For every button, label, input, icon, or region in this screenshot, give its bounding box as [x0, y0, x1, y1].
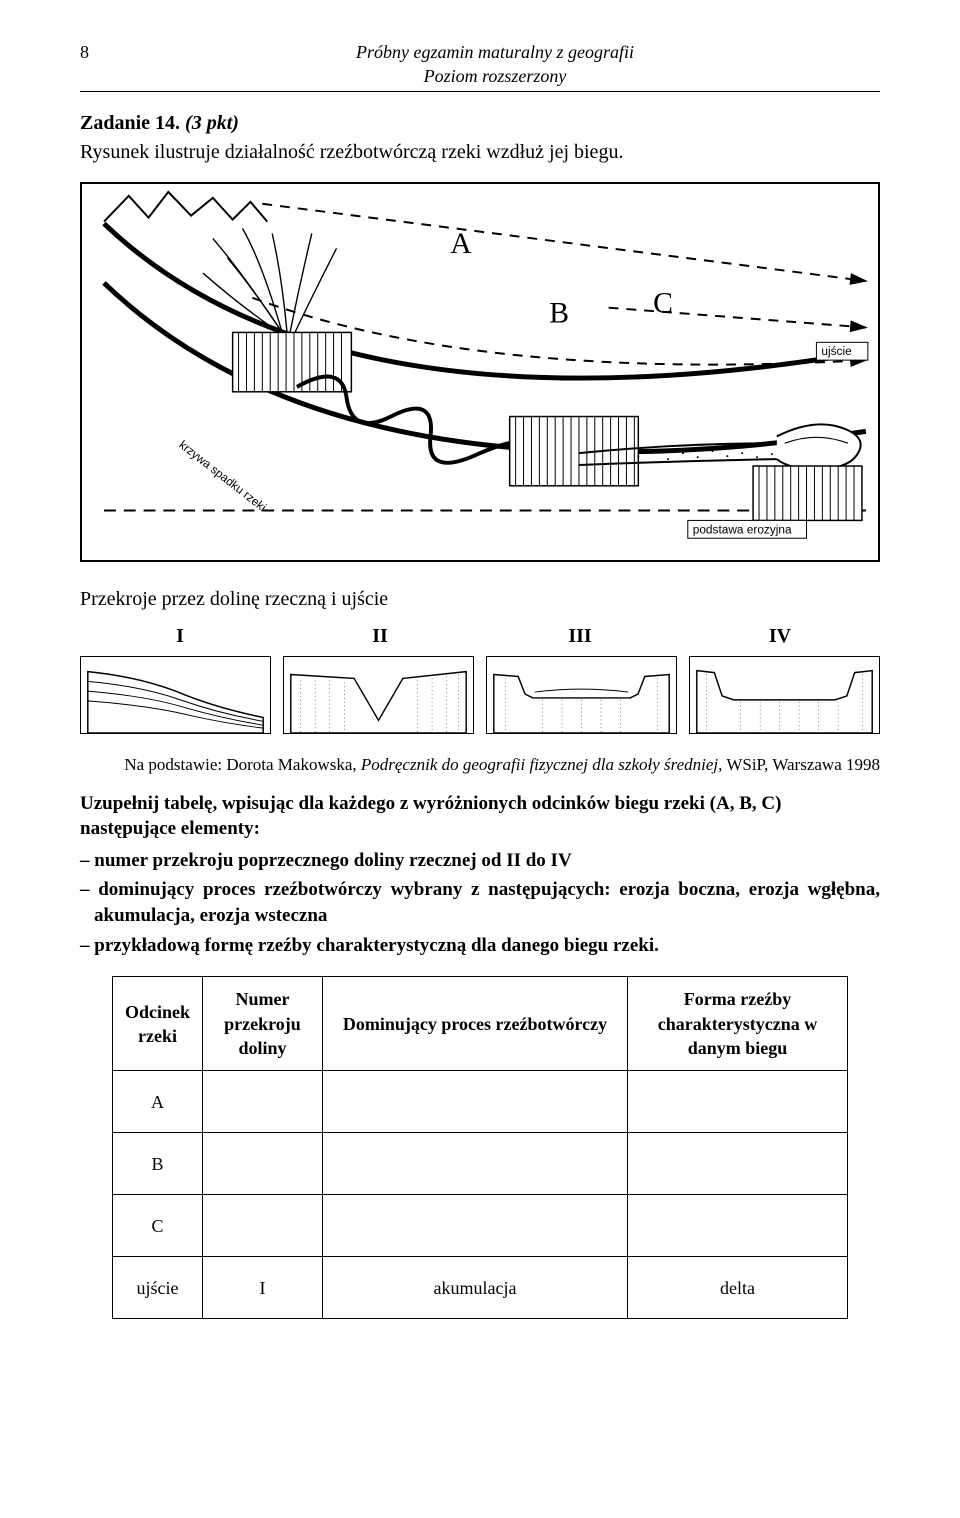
cell[interactable]: [203, 1133, 323, 1195]
cross-section-profiles: [80, 656, 880, 734]
th-profile-num: Numer przekroju doliny: [203, 977, 323, 1071]
header-line-2: Poziom rozszerzony: [424, 66, 567, 86]
answer-table: Odcinek rzeki Numer przekroju doliny Dom…: [112, 976, 848, 1319]
row-label: C: [113, 1195, 203, 1257]
cross-label-3: III: [480, 623, 680, 650]
profile-2: [283, 656, 474, 734]
profile-1: [80, 656, 271, 734]
instructions-lead: Uzupełnij tabelę, wpisując dla każdego z…: [80, 791, 880, 842]
cross-label-4: IV: [680, 623, 880, 650]
label-ujscie: ujście: [821, 344, 852, 358]
cell[interactable]: [323, 1195, 628, 1257]
cell[interactable]: [323, 1071, 628, 1133]
task-points: (3 pkt): [185, 112, 239, 134]
label-podstawa: podstawa erozyjna: [693, 522, 792, 536]
instruction-item: dominujący proces rzeźbotwórczy wybrany …: [80, 877, 880, 928]
cell[interactable]: [628, 1071, 848, 1133]
cross-label-1: I: [80, 623, 280, 650]
cross-sections-heading: Przekroje przez dolinę rzeczną i ujście: [80, 586, 880, 613]
table-header-row: Odcinek rzeki Numer przekroju doliny Dom…: [113, 977, 848, 1071]
table-row: B: [113, 1133, 848, 1195]
cross-section-labels: I II III IV: [80, 623, 880, 650]
th-landform: Forma rzeźby charakterystyczna w danym b…: [628, 977, 848, 1071]
cell: delta: [628, 1257, 848, 1319]
task-title: Zadanie 14. (3 pkt): [80, 110, 880, 137]
citation-italic: Podręcznik do geografii fizycznej dla sz…: [361, 755, 723, 774]
page-header: 8 Próbny egzamin maturalny z geografii P…: [80, 40, 880, 92]
citation-prefix: Na podstawie: Dorota Makowska,: [124, 755, 361, 774]
cell[interactable]: [628, 1133, 848, 1195]
label-a: A: [450, 228, 472, 260]
cell[interactable]: [203, 1195, 323, 1257]
table-row: A: [113, 1071, 848, 1133]
cell[interactable]: [323, 1133, 628, 1195]
cell: akumulacja: [323, 1257, 628, 1319]
profile-3: [486, 656, 677, 734]
river-diagram: A B C ujście podstawa erozyjna krzywa sp…: [80, 182, 880, 562]
label-c: C: [653, 287, 673, 319]
citation-suffix: WSiP, Warszawa 1998: [722, 755, 880, 774]
cell: I: [203, 1257, 323, 1319]
row-label: ujście: [113, 1257, 203, 1319]
header-title: Próbny egzamin maturalny z geografii Poz…: [110, 40, 880, 89]
citation: Na podstawie: Dorota Makowska, Podręczni…: [80, 754, 880, 777]
cell[interactable]: [628, 1195, 848, 1257]
row-label: A: [113, 1071, 203, 1133]
instruction-item: numer przekroju poprzecznego doliny rzec…: [80, 848, 880, 874]
header-line-1: Próbny egzamin maturalny z geografii: [356, 42, 634, 62]
cross-label-2: II: [280, 623, 480, 650]
table-row: C: [113, 1195, 848, 1257]
th-segment: Odcinek rzeki: [113, 977, 203, 1071]
profile-4: [689, 656, 880, 734]
cell[interactable]: [203, 1071, 323, 1133]
label-b: B: [549, 297, 569, 329]
table-row: ujście I akumulacja delta: [113, 1257, 848, 1319]
page-number: 8: [80, 40, 110, 64]
task-number: Zadanie 14.: [80, 112, 180, 134]
instructions-list: numer przekroju poprzecznego doliny rzec…: [80, 848, 880, 959]
task-intro: Rysunek ilustruje działalność rzeźbotwór…: [80, 139, 880, 166]
row-label: B: [113, 1133, 203, 1195]
th-process: Dominujący proces rzeźbotwórczy: [323, 977, 628, 1071]
instruction-item: przykładową formę rzeźby charakterystycz…: [80, 933, 880, 959]
label-krzywa: krzywa spadku rzeki: [176, 437, 269, 514]
